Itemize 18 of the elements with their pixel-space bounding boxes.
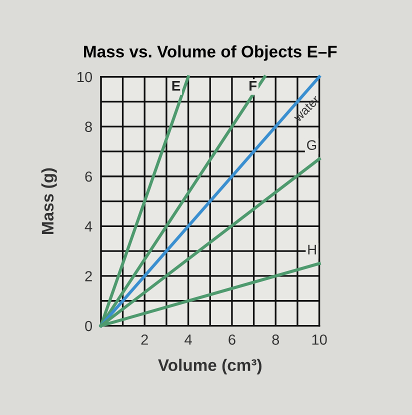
y-tick-label: 2 <box>85 271 92 282</box>
y-tick-label: 8 <box>85 122 92 132</box>
x-tick-label: 2 <box>141 334 148 345</box>
x-tick-label: 6 <box>228 334 236 345</box>
y-tick-label: 0 <box>85 320 92 332</box>
series-label: H <box>308 244 316 254</box>
series-label: G <box>307 140 316 150</box>
chart-title: Mass vs. Volume of Objects E–F <box>84 45 337 61</box>
y-tick-label: 6 <box>85 171 92 182</box>
y-tick-label: 10 <box>78 72 92 82</box>
y-tick-label: 4 <box>84 221 92 232</box>
x-tick-label: 8 <box>272 334 280 345</box>
y-axis-title: Mass (g) <box>41 168 57 234</box>
x-tick-label: 4 <box>184 334 192 345</box>
x-axis-title: Volume (cm³) <box>158 358 262 374</box>
x-tick-label: 10 <box>312 334 327 345</box>
series-label: E <box>172 81 180 91</box>
series-label: F <box>250 81 257 91</box>
